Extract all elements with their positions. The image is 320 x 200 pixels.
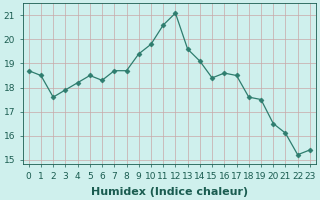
X-axis label: Humidex (Indice chaleur): Humidex (Indice chaleur) xyxy=(91,187,248,197)
